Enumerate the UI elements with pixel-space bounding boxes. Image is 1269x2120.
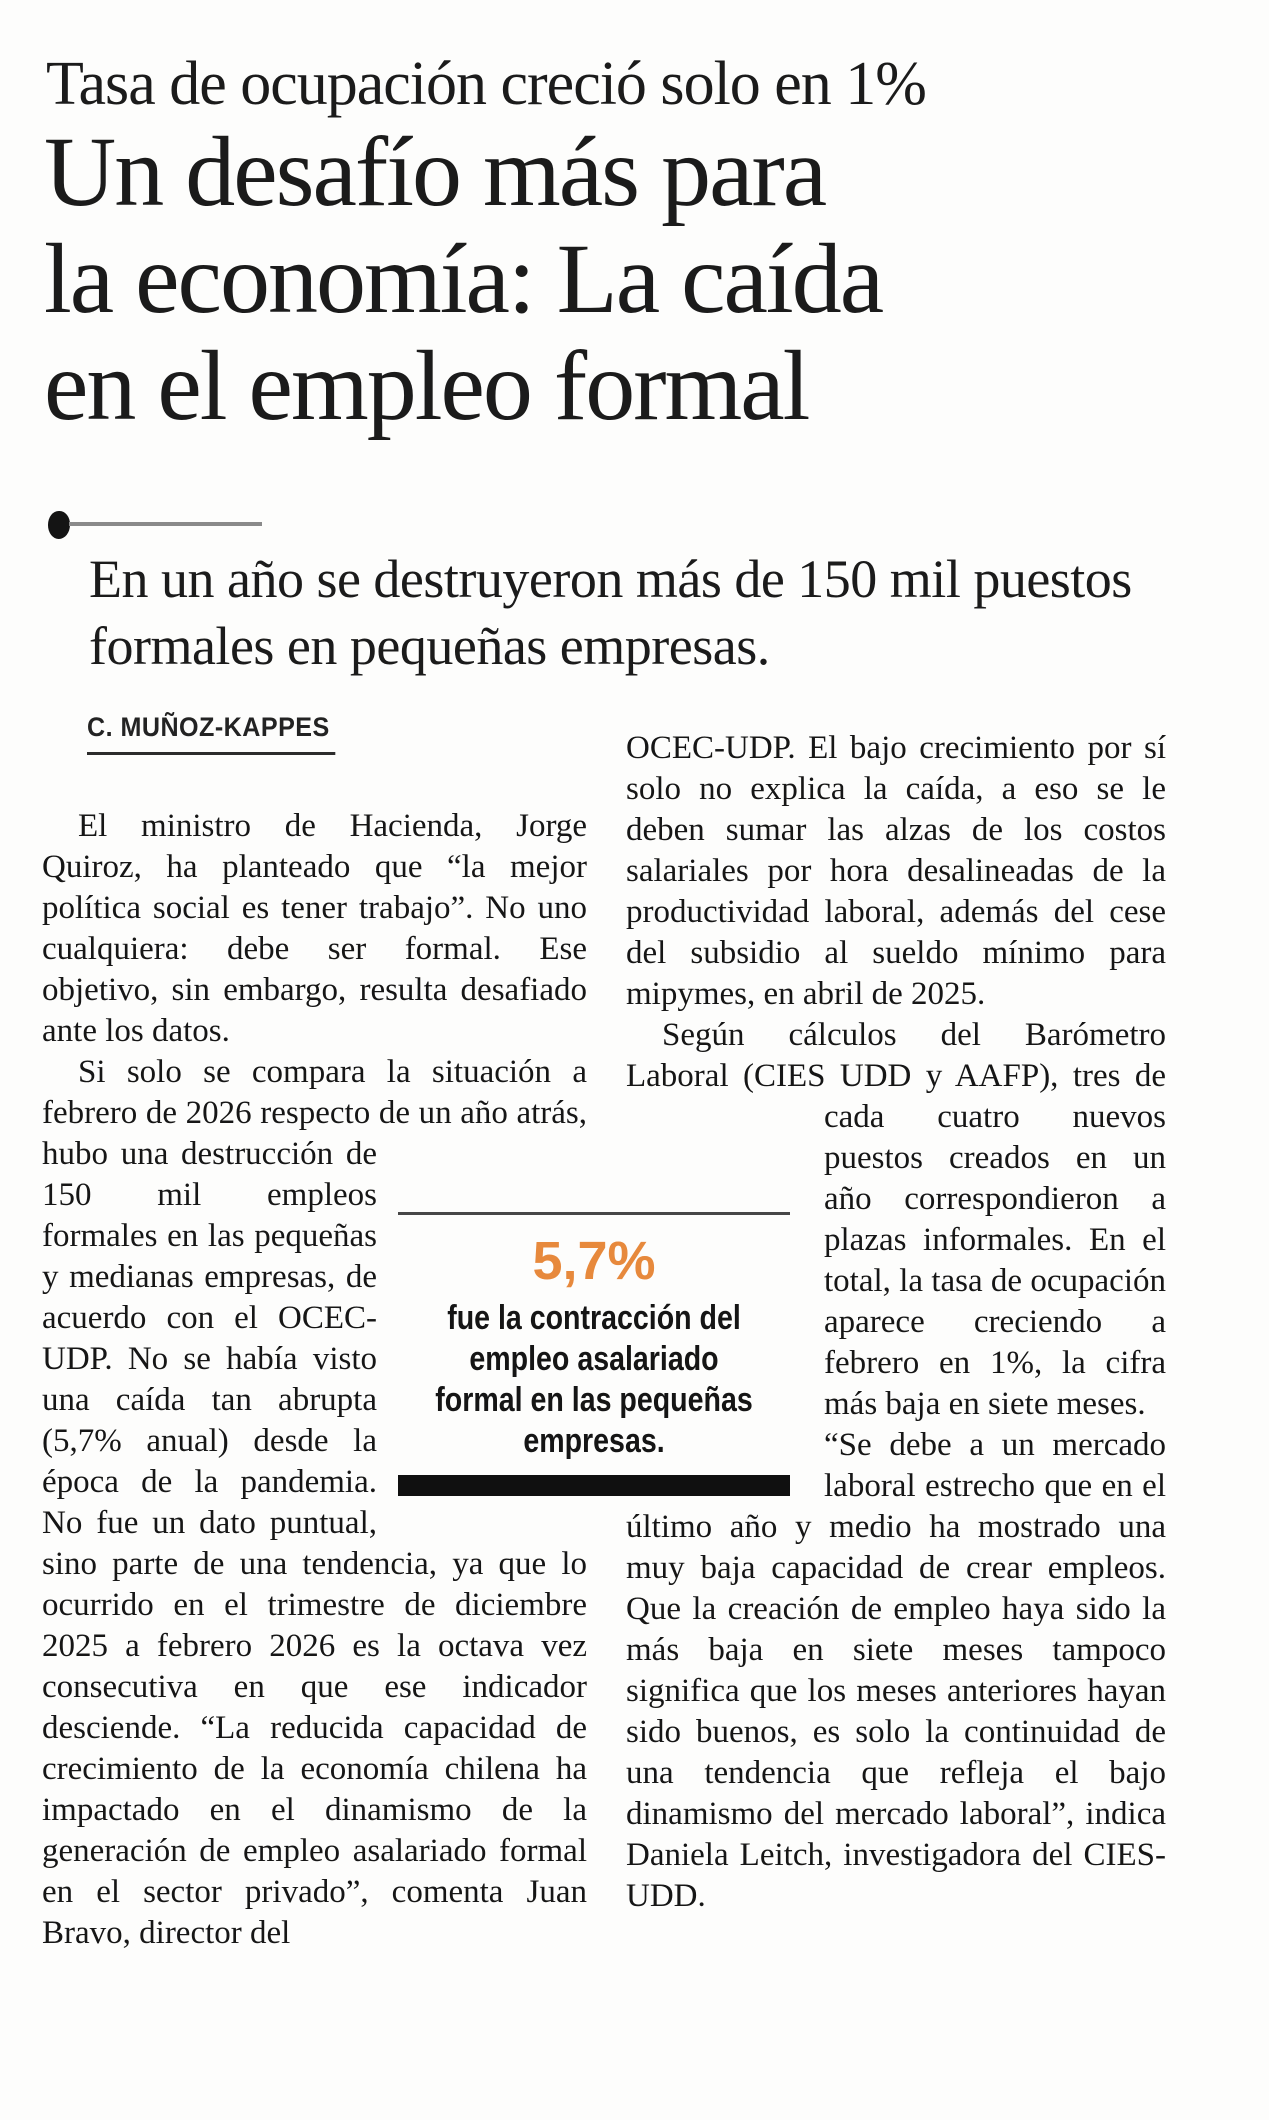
deck: En un año se destruyeron más de 150 mil … [89, 549, 1132, 676]
headline-line-2: la economía: La caída [44, 223, 884, 334]
lede-marker [48, 511, 278, 541]
pullquote-text-line: formal en las pequeñas [435, 1381, 753, 1419]
paragraph: Según cálculos del Barómetro Laboral (CI… [626, 1015, 1166, 1425]
paragraph: El ministro de Hacienda, Jorge Quiroz, h… [42, 808, 587, 1049]
pullquote-text-line: empleo asalariado [469, 1340, 719, 1378]
kicker: Tasa de ocupación creció solo en 1% [46, 50, 927, 118]
paragraph-segment: de 150 mil empleos formales en las peque… [42, 1136, 587, 1951]
byline: C. MUÑOZ-KAPPES [87, 712, 336, 755]
pullquote: 5,7% fue la contracción del empleo asala… [398, 1212, 790, 1496]
pullquote-text: fue la contracción del empleo asalariado… [429, 1298, 758, 1462]
pullquote-bar [398, 1475, 790, 1496]
paragraph-segment: Si solo se compara la situación a febrer… [42, 1054, 587, 1172]
headline-line-3: en el empleo formal [44, 330, 810, 441]
bullet-rule [69, 522, 262, 526]
bullet-dot-icon [48, 511, 70, 539]
paragraph-segment: Según cálculos del Barómetro Laboral (CI… [626, 1017, 1166, 1135]
article-column-right: OCEC-UDP. El bajo crecimiento por sí sol… [626, 728, 1166, 1917]
pullquote-text-line: fue la contracción del [447, 1299, 741, 1337]
pullquote-number: 5,7% [532, 1231, 656, 1291]
paragraph: “Se debe a un mercado laboral estrecho q… [626, 1427, 1166, 1914]
headline-line-1: Un desafío más para [44, 116, 827, 227]
paragraph-segment: puestos creados en un año correspondiero… [824, 1140, 1166, 1422]
article-column-left: El ministro de Hacienda, Jorge Quiroz, h… [42, 806, 587, 1954]
paragraph: Si solo se compara la situación a febrer… [42, 1052, 587, 1954]
headline: Un desafío más para la economía: La caíd… [44, 118, 1244, 439]
pullquote-text-line: empresas. [523, 1422, 665, 1460]
paragraph: OCEC-UDP. El bajo crecimiento por sí sol… [626, 730, 1166, 1012]
